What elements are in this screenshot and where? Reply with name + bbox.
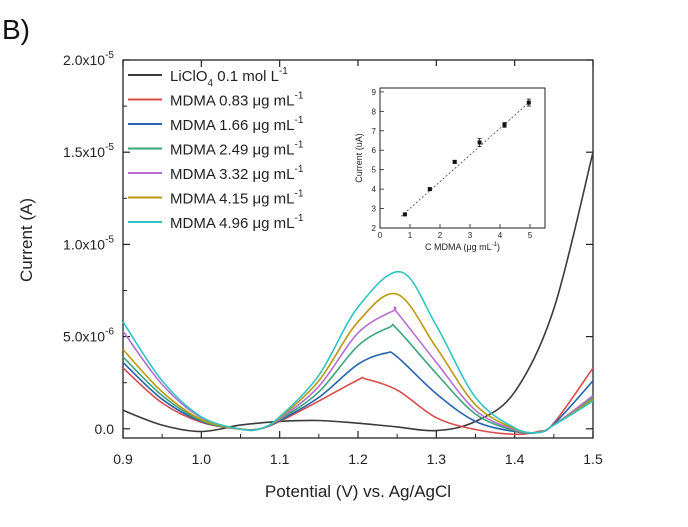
series-line-4 <box>122 306 594 434</box>
inset-point-5 <box>526 100 531 105</box>
series-line-1 <box>122 367 594 436</box>
series-line-2 <box>122 351 594 435</box>
inset-point-0 <box>402 212 407 217</box>
legend-label-1: MDMA 0.83 μg mL-1 <box>170 91 304 110</box>
x-tick-label: 1.2 <box>348 451 368 467</box>
x-tick-label: 1.1 <box>270 451 290 467</box>
inset-y-tick-label: 7 <box>372 127 377 136</box>
main-series-lines <box>122 152 594 436</box>
main-plot-area <box>122 59 594 439</box>
series-line-0 <box>122 152 594 433</box>
calibration-inset: 0 1 2 3 4 5 2 3 4 5 6 7 8 9 C MDMA (μg mL-1) Current (u… <box>340 66 562 258</box>
x-tick-label: 1.0 <box>192 451 212 467</box>
inset-point-2 <box>452 159 457 164</box>
inset-y-tick-label: 6 <box>372 146 377 155</box>
legend-label-2: MDMA 1.66 μg mL-1 <box>170 115 304 134</box>
inset-y-tick-label: 5 <box>372 166 377 175</box>
inset-fit-line <box>400 101 531 217</box>
x-tick-label: 1.5 <box>583 451 603 467</box>
x-tick-label: 1.3 <box>427 451 447 467</box>
inset-y-tick-label: 3 <box>372 205 377 214</box>
inset-x-tick-label: 0 <box>378 231 383 240</box>
x-tick-label: 0.9 <box>113 451 133 467</box>
inset-point-1 <box>427 187 432 192</box>
legend-label-3: MDMA 2.49 μg mL-1 <box>170 140 304 159</box>
inset-background <box>340 66 562 258</box>
inset-x-tick-label: 4 <box>498 231 503 240</box>
inset-y-tick-label: 9 <box>372 88 377 97</box>
main-x-axis-label: Potential (V) vs. Ag/AgCl <box>265 482 451 501</box>
inset-x-tick-label: 3 <box>468 231 473 240</box>
inset-x-axis-label: C MDMA (μg mL-1) <box>425 242 500 252</box>
legend: LiClO4 0.1 mol L-1 MDMA 0.83 μg mL-1 MDMA … <box>128 66 304 232</box>
main-tick-labels: 0.9 1.0 1.1 1.2 1.3 1.4 1.5 0.0 5.0x10-6 1.0x10-5… <box>63 50 603 467</box>
legend-label-0: LiClO4 0.1 mol L-1 <box>170 66 288 89</box>
legend-label-4: MDMA 3.32 μg mL-1 <box>170 164 304 183</box>
legend-label-5: MDMA 4.15 μg mL-1 <box>170 189 304 208</box>
inset-x-tick-label: 2 <box>438 231 443 240</box>
inset-frame <box>379 87 546 229</box>
inset-y-tick-label: 4 <box>372 185 377 194</box>
main-y-axis-label: Current (A) <box>17 198 36 282</box>
y-tick-label: 1.5x10-5 <box>63 142 114 160</box>
y-tick-label: 2.0x10-5 <box>63 50 114 68</box>
inset-point-4 <box>502 122 507 127</box>
y-tick-label: 0.0 <box>95 421 115 437</box>
series-line-6 <box>122 271 594 434</box>
inset-y-tick-label: 8 <box>372 107 377 116</box>
inset-y-tick-label: 2 <box>372 224 377 233</box>
x-tick-label: 1.4 <box>505 451 525 467</box>
inset-x-tick-label: 1 <box>408 231 413 240</box>
y-tick-label: 1.0x10-5 <box>63 234 114 252</box>
y-tick-label: 5.0x10-6 <box>63 327 114 345</box>
inset-y-axis-label: Current (uA) <box>354 133 364 183</box>
legend-label-6: MDMA 4.96 μg mL-1 <box>170 213 304 232</box>
inset-x-tick-label: 5 <box>528 231 533 240</box>
panel-label: B) <box>2 14 30 45</box>
inset-point-3 <box>477 140 482 145</box>
